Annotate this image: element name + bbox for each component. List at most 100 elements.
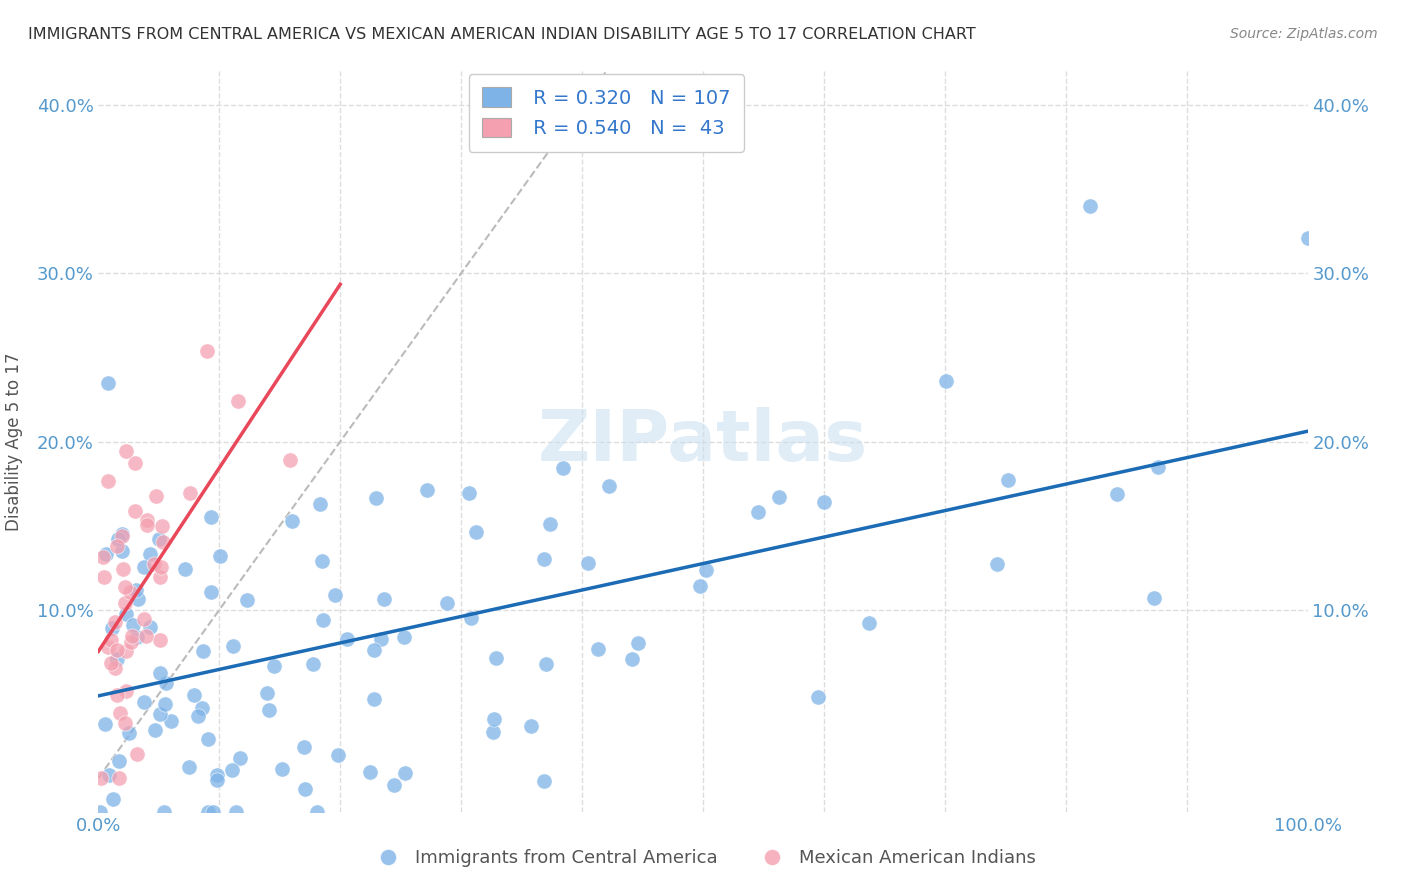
Point — [323, 588, 346, 602]
Point — [294, 782, 316, 797]
Point — [124, 456, 146, 470]
Point — [935, 374, 957, 388]
Point — [97, 376, 120, 391]
Point — [122, 618, 145, 632]
Point — [482, 712, 505, 726]
Point — [135, 517, 157, 532]
Point — [124, 504, 146, 518]
Point — [127, 591, 149, 606]
Point — [986, 557, 1008, 571]
Point — [155, 675, 177, 690]
Point — [107, 771, 129, 785]
Point — [179, 486, 201, 500]
Point — [96, 547, 118, 561]
Point — [121, 629, 143, 643]
Point — [149, 632, 172, 647]
Point — [149, 559, 172, 574]
Point — [311, 554, 333, 568]
Point — [373, 592, 395, 607]
Point — [97, 474, 120, 488]
Point — [747, 505, 769, 519]
Point — [149, 570, 172, 584]
Point — [689, 580, 711, 594]
Point — [97, 640, 120, 654]
Point — [120, 585, 142, 599]
Point — [292, 740, 315, 755]
Point — [105, 539, 128, 553]
Point — [271, 763, 294, 777]
Point — [135, 629, 157, 643]
Point — [197, 731, 219, 746]
Point — [118, 725, 141, 739]
Point — [280, 515, 302, 529]
Point — [302, 657, 325, 671]
Point — [263, 659, 285, 673]
Text: ZIPatlas: ZIPatlas — [538, 407, 868, 476]
Point — [149, 706, 172, 721]
Point — [278, 453, 301, 467]
Text: Source: ZipAtlas.com: Source: ZipAtlas.com — [1230, 27, 1378, 41]
Point — [553, 461, 575, 475]
Point — [111, 527, 134, 541]
Point — [101, 621, 124, 635]
Point — [336, 632, 359, 646]
Point — [107, 754, 129, 768]
Point — [200, 585, 222, 599]
Point — [200, 510, 222, 524]
Point — [598, 479, 620, 493]
Point — [382, 777, 405, 791]
Point — [485, 651, 508, 665]
Point — [183, 688, 205, 702]
Point — [101, 791, 124, 805]
Point — [359, 764, 381, 779]
Point — [207, 772, 229, 787]
Point — [465, 525, 488, 540]
Point — [236, 593, 259, 607]
Legend: Immigrants from Central America, Mexican American Indians: Immigrants from Central America, Mexican… — [363, 842, 1043, 874]
Text: IMMIGRANTS FROM CENTRAL AMERICA VS MEXICAN AMERICAN INDIAN DISABILITY AGE 5 TO 1: IMMIGRANTS FROM CENTRAL AMERICA VS MEXIC… — [28, 27, 976, 42]
Point — [145, 489, 167, 503]
Point — [125, 630, 148, 644]
Point — [93, 716, 115, 731]
Point — [312, 613, 335, 627]
Point — [256, 686, 278, 700]
Point — [111, 544, 134, 558]
Point — [482, 724, 505, 739]
Point — [174, 562, 197, 576]
Point — [108, 706, 131, 720]
Point — [1107, 487, 1129, 501]
Point — [127, 747, 149, 761]
Point — [111, 528, 134, 542]
Point — [807, 690, 830, 704]
Point — [114, 596, 136, 610]
Point — [1078, 199, 1101, 213]
Legend:  R = 0.320   N = 107,  R = 0.540   N =  43: R = 0.320 N = 107, R = 0.540 N = 43 — [468, 74, 744, 152]
Point — [152, 535, 174, 549]
Point — [115, 607, 138, 621]
Point — [153, 805, 176, 819]
Point — [115, 444, 138, 458]
Point — [143, 723, 166, 738]
Point — [104, 661, 127, 675]
Point — [177, 760, 200, 774]
Point — [104, 615, 127, 629]
Point — [538, 516, 561, 531]
Point — [201, 805, 224, 819]
Point — [105, 651, 128, 665]
Point — [136, 513, 159, 527]
Point — [576, 556, 599, 570]
Point — [221, 639, 243, 653]
Point — [150, 519, 173, 533]
Point — [91, 550, 114, 565]
Point — [90, 771, 112, 785]
Point — [195, 343, 218, 358]
Point — [416, 483, 439, 497]
Point — [226, 393, 249, 408]
Point — [100, 632, 122, 647]
Point — [138, 620, 160, 634]
Point — [534, 657, 557, 671]
Point — [225, 805, 247, 819]
Point — [159, 714, 181, 728]
Point — [858, 616, 880, 631]
Point — [107, 533, 129, 547]
